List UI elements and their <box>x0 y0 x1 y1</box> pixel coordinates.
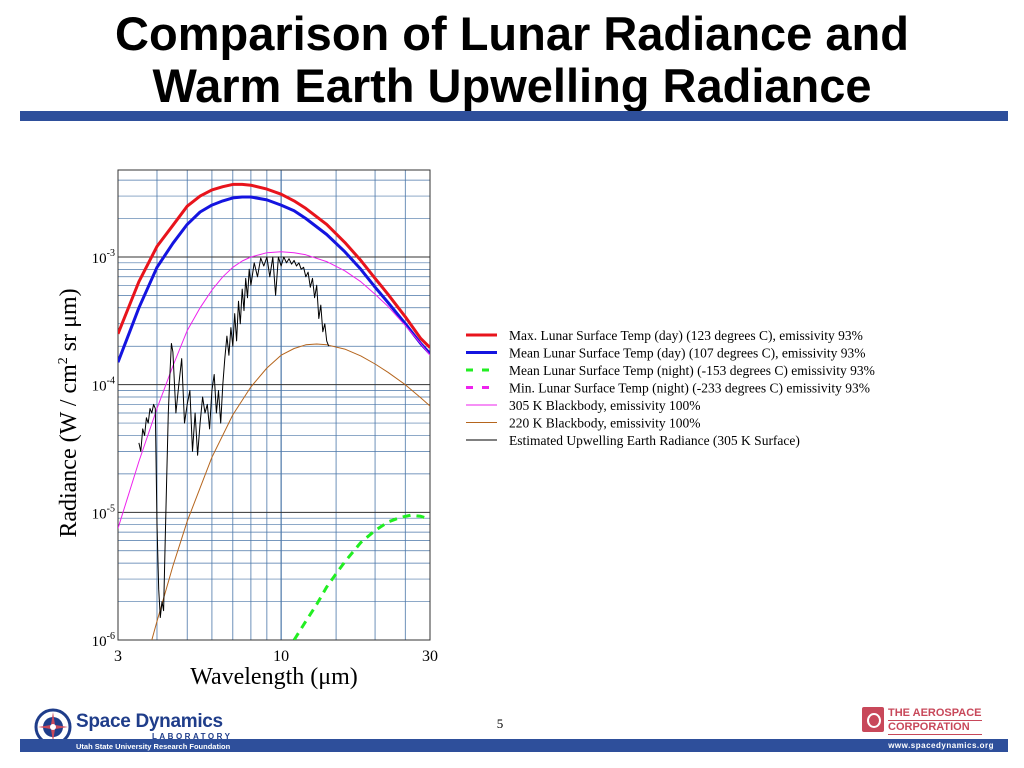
chart-legend: Max. Lunar Surface Temp (day) (123 degre… <box>466 328 875 448</box>
y-tick-label: 10-3 <box>92 248 115 267</box>
website-link[interactable]: www.spacedynamics.org <box>888 741 994 750</box>
slide-number: 5 <box>496 716 504 731</box>
series-line-1 <box>118 182 430 349</box>
x-tick-label: 10 <box>273 648 289 665</box>
legend-entry: 305 K Blackbody, emissivity 100% <box>509 398 701 413</box>
aerospace-logo: THE AEROSPACE CORPORATION <box>862 707 1002 737</box>
aerospace-emblem-icon <box>862 707 884 732</box>
y-axis-label: Radiance (W / cm2 sr μm) <box>56 288 82 537</box>
slide-title: Comparison of Lunar Radiance and Warm Ea… <box>0 8 1024 112</box>
plot-frame <box>117 169 431 641</box>
legend-entry: Min. Lunar Surface Temp (night) (-233 de… <box>509 381 870 396</box>
sdl-foundation: Utah State University Research Foundatio… <box>76 742 231 751</box>
y-tick-label: 10-4 <box>92 376 115 395</box>
legend-entry: Estimated Upwelling Earth Radiance (305 … <box>509 433 800 448</box>
legend-entry: Mean Lunar Surface Temp (night) (-153 de… <box>509 363 875 378</box>
legend-entry: 220 K Blackbody, emissivity 100% <box>509 416 701 431</box>
x-axis-label: Wavelength (μm) <box>190 664 358 690</box>
slide-title-line-2: Warm Earth Upwelling Radiance <box>152 59 872 112</box>
y-tick-label: 10-5 <box>92 503 115 522</box>
series-line-2 <box>118 195 430 363</box>
y-tick-label: 10-6 <box>92 631 115 650</box>
aerospace-line-2: CORPORATION <box>888 721 982 735</box>
series-line-6 <box>151 343 430 640</box>
series-line-5 <box>118 251 430 529</box>
radiance-chart: 3 10 30 10-3 10-4 10-5 10-6 Wavelength (μm) Radi… <box>56 169 875 690</box>
sdl-name: Space Dynamics <box>76 711 223 732</box>
x-tick-label: 30 <box>422 648 438 665</box>
sdl-laboratory: LABORATORY <box>152 732 233 741</box>
legend-entry: Mean Lunar Surface Temp (day) (107 degre… <box>509 346 865 361</box>
x-tick-label: 3 <box>114 648 122 665</box>
series-line-7 <box>138 256 330 618</box>
series-line-3 <box>292 513 430 640</box>
aerospace-line-1: THE AEROSPACE <box>888 707 982 721</box>
slide-title-line-1: Comparison of Lunar Radiance and <box>115 7 909 60</box>
title-divider <box>20 111 1008 121</box>
footer-bar <box>20 739 1008 752</box>
legend-entry: Max. Lunar Surface Temp (day) (123 degre… <box>509 328 863 343</box>
space-dynamics-logo: Space Dynamics LABORATORY <box>34 708 244 756</box>
